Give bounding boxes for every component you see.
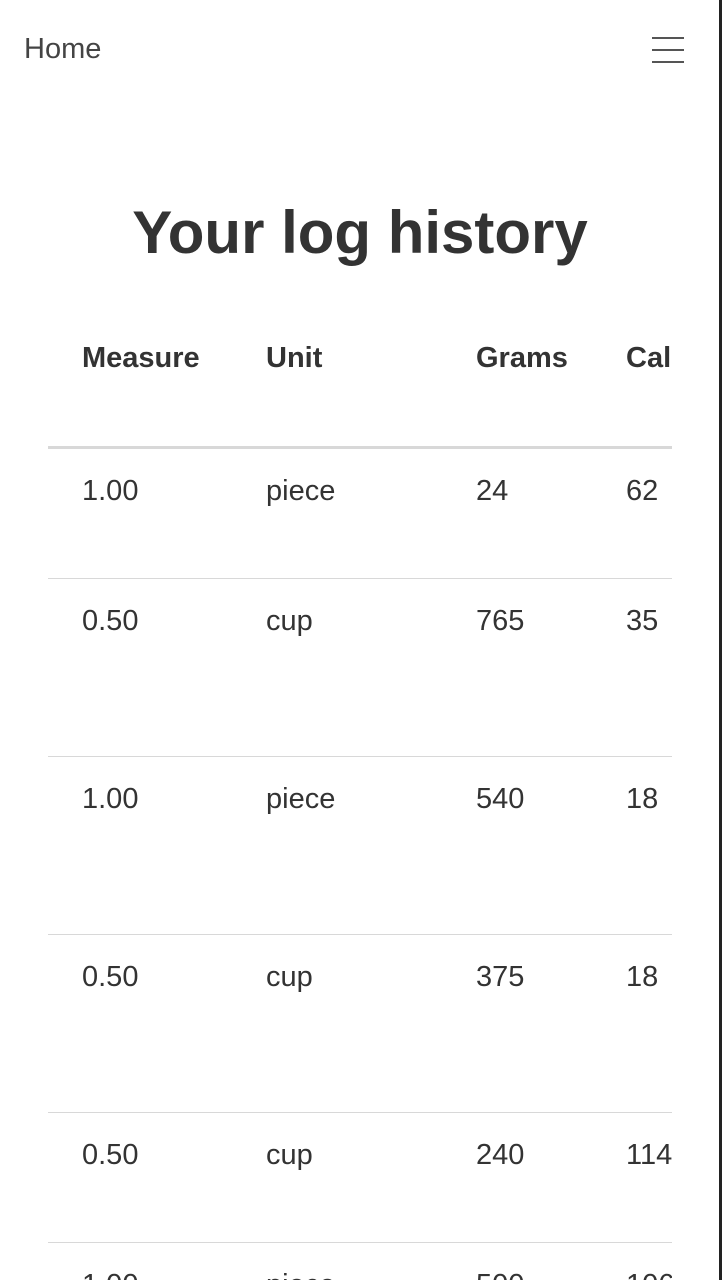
log-table: Measure Unit Grams Cal 1.00 piece 24 62 0.50 cup 7… <box>48 0 672 1280</box>
table-cell: 0.50 <box>82 961 139 993</box>
column-header: Unit <box>266 342 323 374</box>
window-edge <box>719 0 722 1280</box>
table-cell: 0.50 <box>82 1139 139 1171</box>
table-cell: 1.00 <box>82 475 139 507</box>
table-cell: 106 <box>626 1268 672 1280</box>
row-rule <box>48 934 672 935</box>
table-cell: 35 <box>626 605 659 637</box>
table-cell: cup <box>266 961 313 993</box>
table-cell: 1.00 <box>82 1268 138 1280</box>
row-rule <box>48 1112 672 1113</box>
table-cell: piece <box>266 1268 335 1280</box>
row-rule <box>48 1242 672 1243</box>
header-rule <box>48 446 672 449</box>
row-rule <box>48 756 672 757</box>
table-cell: 24 <box>476 475 509 507</box>
page-title: Your log history <box>132 199 588 266</box>
table-cell: piece <box>266 783 336 815</box>
table-cell: 62 <box>626 475 659 507</box>
table-cell: 18 <box>626 783 659 815</box>
table-cell: 0.50 <box>82 605 139 637</box>
table-cell: 114 <box>626 1139 672 1171</box>
table-cell: piece <box>266 475 336 507</box>
table-cell: cup <box>266 1139 313 1171</box>
column-header: Cal <box>626 342 672 374</box>
table-cell: 240 <box>476 1139 525 1171</box>
table-cell: cup <box>266 605 313 637</box>
home-link[interactable]: Home <box>24 33 102 65</box>
column-header: Grams <box>476 342 568 374</box>
table-cell: 375 <box>476 961 525 993</box>
table-cell: 540 <box>476 783 525 815</box>
column-header: Measure <box>82 342 200 374</box>
table-cell: 18 <box>626 961 659 993</box>
menu-button[interactable] <box>652 37 684 63</box>
row-rule <box>48 578 672 579</box>
table-cell: 765 <box>476 605 525 637</box>
table-cell: 500 <box>476 1268 524 1280</box>
table-cell: 1.00 <box>82 783 139 815</box>
